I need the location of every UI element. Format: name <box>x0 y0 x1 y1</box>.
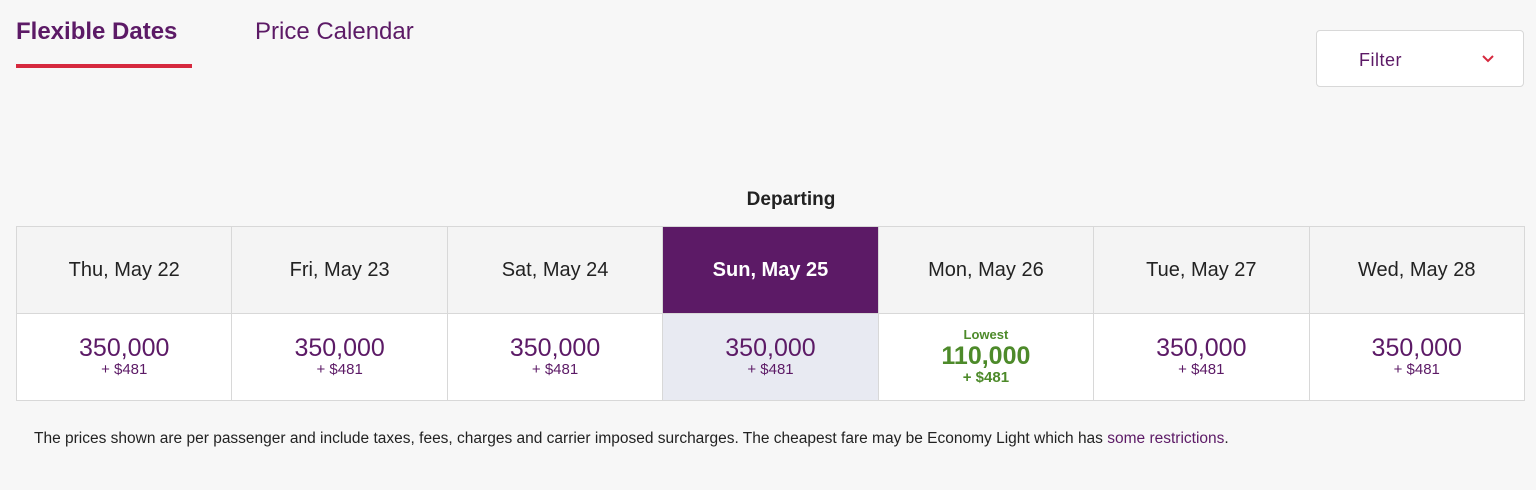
day-column[interactable]: Wed, May 28 350,000 + $481 <box>1308 227 1524 400</box>
day-price: 350,000 + $481 <box>1309 314 1524 400</box>
day-column[interactable]: Sat, May 24 350,000 + $481 <box>446 227 663 400</box>
day-date: Sun, May 25 <box>663 227 878 314</box>
footer-note: The prices shown are per passenger and i… <box>34 430 1229 448</box>
day-price: Lowest 110,000 + $481 <box>878 314 1094 400</box>
day-price: 350,000 + $481 <box>17 314 232 400</box>
date-grid: Thu, May 22 350,000 + $481 Fri, May 23 350,0… <box>16 226 1525 401</box>
points: 110,000 <box>941 342 1031 370</box>
footer-end: . <box>1224 430 1229 447</box>
points: 350,000 <box>79 334 170 362</box>
lowest-badge: Lowest <box>963 327 1009 342</box>
day-date: Mon, May 26 <box>878 227 1094 314</box>
points: 350,000 <box>1156 334 1247 362</box>
day-column[interactable]: Mon, May 26 Lowest 110,000 + $481 <box>877 227 1094 400</box>
footer-text: The prices shown are per passenger and i… <box>34 430 1108 447</box>
tab[interactable]: Price Calendar <box>255 18 414 45</box>
filter-button[interactable]: Filter <box>1316 30 1524 87</box>
taxes: + $481 <box>531 361 579 378</box>
taxes: + $481 <box>316 361 363 378</box>
taxes: + $481 <box>962 369 1010 386</box>
points: 350,000 <box>1371 334 1462 362</box>
day-column[interactable]: Thu, May 22 350,000 + $481 <box>17 227 232 400</box>
points: 350,000 <box>294 334 385 362</box>
day-date: Fri, May 23 <box>232 227 447 314</box>
day-date: Wed, May 28 <box>1309 227 1524 314</box>
taxes: + $481 <box>747 361 794 378</box>
day-price: 350,000 + $481 <box>232 314 447 400</box>
taxes: + $481 <box>1393 361 1440 378</box>
day-date: Tue, May 27 <box>1094 227 1309 314</box>
day-column[interactable]: Tue, May 27 350,000 + $481 <box>1093 227 1309 400</box>
tab-underline <box>16 64 192 68</box>
day-column[interactable]: Sun, May 25 350,000 + $481 <box>662 227 878 400</box>
day-date: Sat, May 24 <box>447 227 663 314</box>
taxes: + $481 <box>1178 361 1225 378</box>
day-column[interactable]: Fri, May 23 350,000 + $481 <box>231 227 447 400</box>
chevron-icon <box>1482 55 1494 63</box>
day-price: 350,000 + $481 <box>447 314 663 400</box>
taxes: + $481 <box>101 361 148 378</box>
day-price: 350,000 + $481 <box>663 314 878 400</box>
points: 350,000 <box>509 334 601 362</box>
day-date: Thu, May 22 <box>17 227 232 314</box>
heading: Departing <box>746 189 836 210</box>
filter-label: Filter <box>1359 50 1402 70</box>
points: 350,000 <box>725 334 816 362</box>
day-price: 350,000 + $481 <box>1094 314 1309 400</box>
tab[interactable]: Flexible Dates <box>16 18 178 45</box>
footer-link[interactable]: some restrictions <box>1107 430 1225 447</box>
